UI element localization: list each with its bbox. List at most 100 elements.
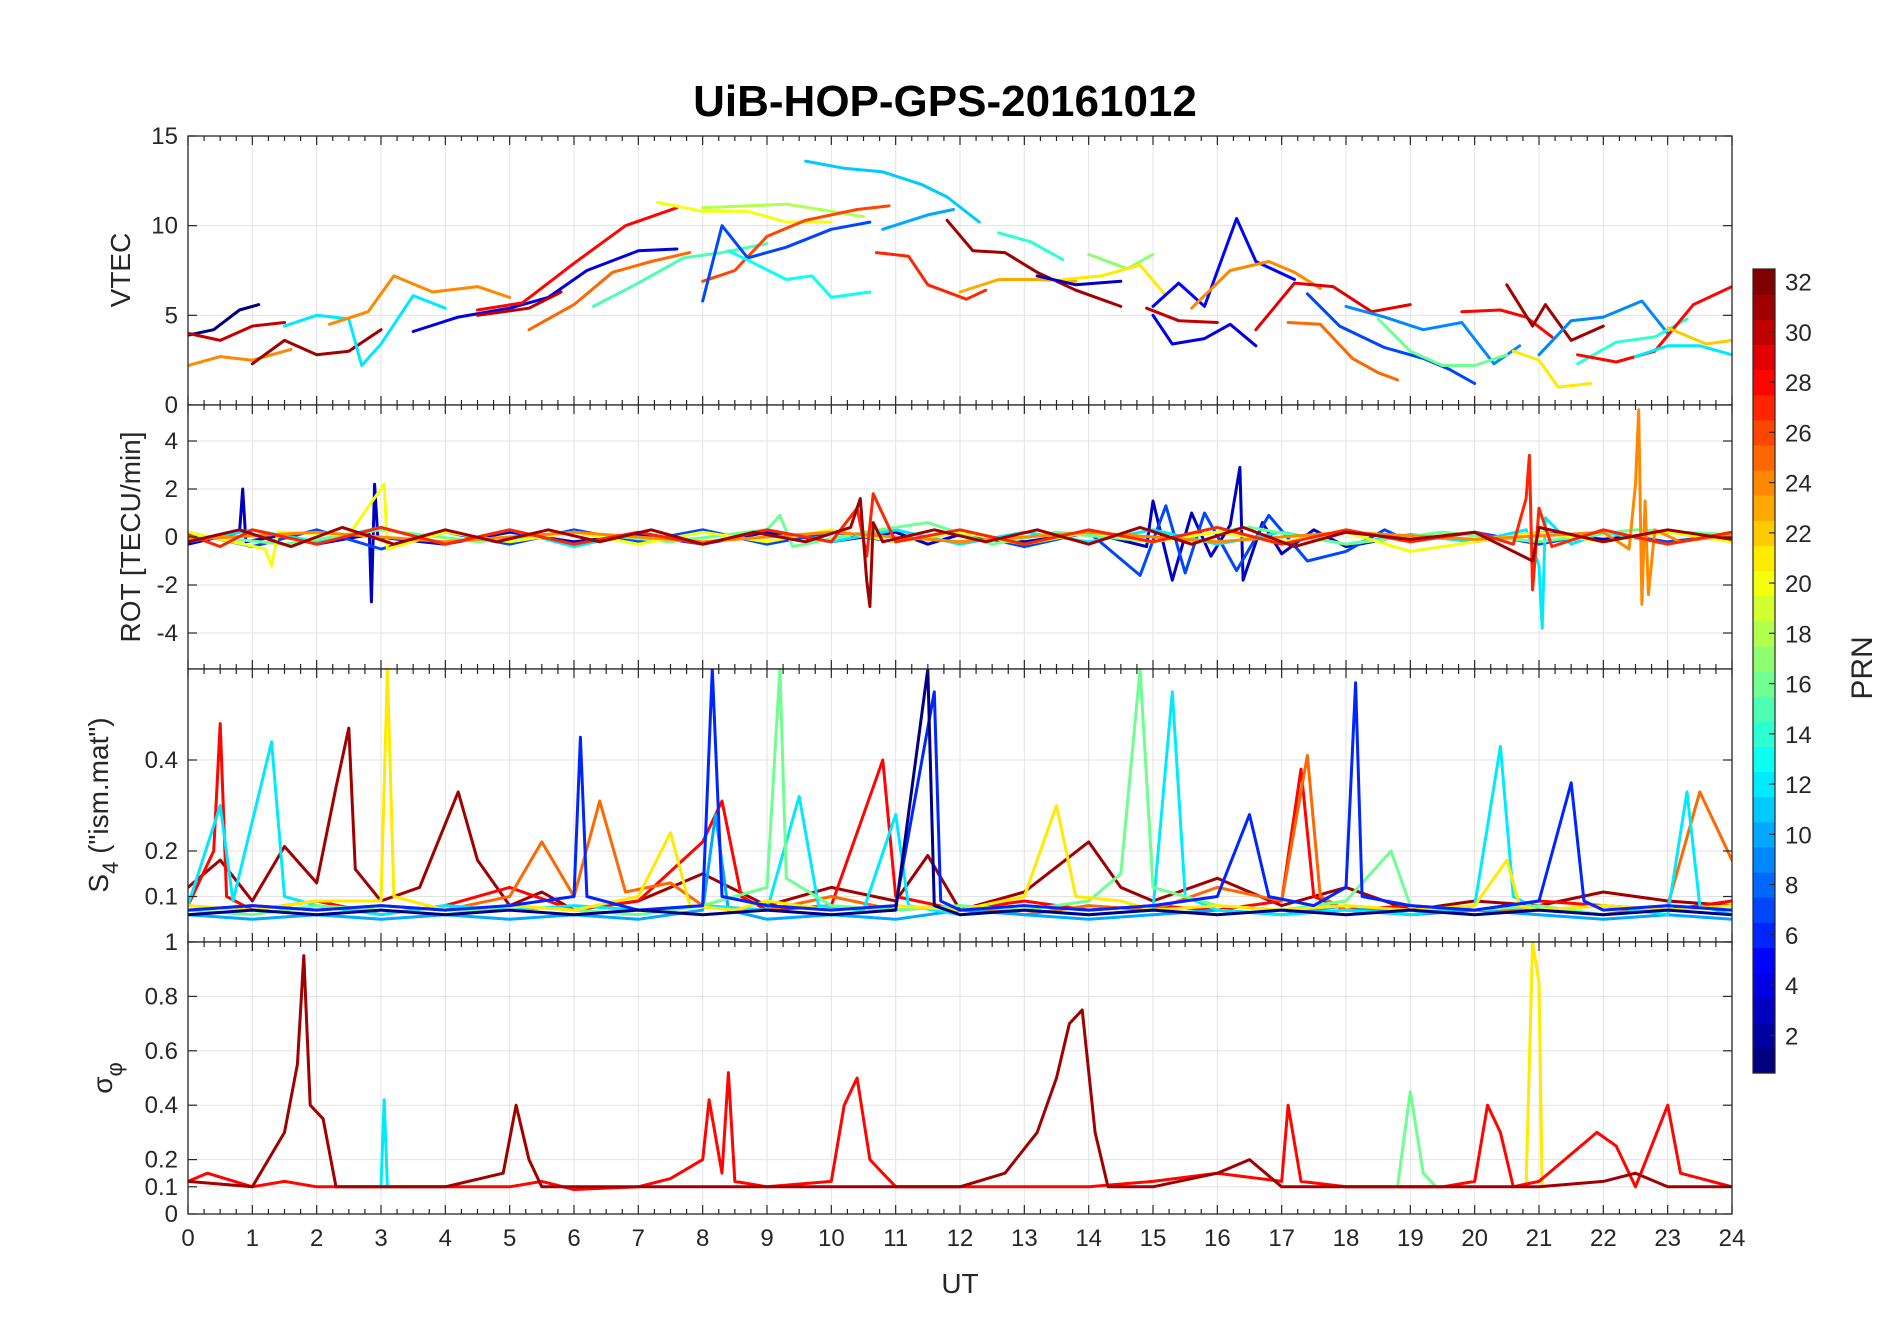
s4-series-prn-6	[188, 669, 1732, 912]
x-tick-label: 16	[1204, 1225, 1231, 1252]
colorbar-tick-label: 6	[1785, 923, 1798, 950]
vtec-series-prn-30	[1145, 306, 1219, 324]
vtec-series-prn-25	[1286, 321, 1399, 382]
vtec-series-prn-9	[1344, 304, 1522, 366]
colorbar-segment	[1753, 269, 1775, 295]
colorbar-segment	[1753, 846, 1775, 873]
colorbar-segment	[1753, 671, 1775, 697]
panel-sigma: 00.10.2 0.4 0.6 0.8 1 σφ	[87, 929, 1733, 1228]
colorbar-segment	[1753, 419, 1775, 446]
vtec-series-prn-30	[476, 290, 563, 317]
colorbar-segment	[1753, 1047, 1775, 1074]
colorbar-segment	[1753, 470, 1775, 496]
colorbar-segment	[1753, 821, 1775, 848]
colorbar-tick-label: 30	[1785, 320, 1812, 347]
x-tick-label: 13	[1011, 1225, 1038, 1252]
rot-y-tick-label: 4	[165, 428, 178, 455]
colorbar-segment	[1753, 595, 1775, 622]
rot-y-tick-label: 0	[165, 524, 178, 551]
colorbar-frame	[1752, 268, 1776, 1074]
vtec-y-axis-label: VTEC	[105, 233, 136, 308]
vtec-series-prn-4	[1151, 313, 1258, 348]
sigma-y-tick-label: 0.8	[145, 983, 178, 1010]
x-tick-label: 8	[696, 1225, 709, 1252]
x-tick-label: 21	[1526, 1225, 1553, 1252]
s4-y-axis-label-main: S	[83, 874, 114, 893]
x-tick-label: 18	[1333, 1225, 1360, 1252]
x-tick-label: 5	[503, 1225, 516, 1252]
colorbar-segment	[1753, 344, 1775, 371]
x-tick-label: 24	[1719, 1225, 1746, 1252]
colorbar-tick-label: 12	[1785, 772, 1812, 799]
colorbar-segment	[1753, 947, 1775, 974]
rot-y-tick-label: -4	[157, 620, 178, 647]
s4-traces	[188, 669, 1732, 921]
vtec-series-prn-28	[1460, 308, 1554, 339]
colorbar-segment	[1753, 746, 1775, 773]
sigma-y-tick-label: 0.2	[145, 1147, 178, 1174]
x-tick-label: 7	[632, 1225, 645, 1252]
colorbar-segment	[1753, 620, 1775, 647]
colorbar-segment	[1753, 294, 1775, 320]
colorbar-segment	[1753, 645, 1775, 672]
s4-y-tick-label: 0.2	[145, 838, 178, 865]
vtec-series-prn-12	[283, 294, 447, 367]
x-axis-label: UT	[941, 1268, 978, 1299]
colorbar-segment	[1753, 495, 1775, 521]
sigma-y-axis-label: σφ	[87, 1062, 127, 1094]
x-tick-label: 0	[181, 1225, 194, 1252]
rot-y-tick-label: -2	[157, 572, 178, 599]
colorbar-segment	[1753, 394, 1775, 421]
sigma-y-tick-label: 0.1	[145, 1174, 178, 1201]
vtec-series-prn-3	[1035, 274, 1123, 287]
sigma-y-tick-label: 0.6	[145, 1038, 178, 1065]
chart-title: UiB-HOP-GPS-20161012	[693, 77, 1197, 126]
sigma-y-axis-label-sub: φ	[102, 1062, 127, 1076]
colorbar-segment	[1753, 796, 1775, 823]
vtec-series-prn-24	[188, 347, 293, 367]
vtec-series-prn-14	[997, 231, 1065, 262]
x-tick-label: 6	[567, 1225, 580, 1252]
vtec-y-tick-label: 5	[165, 302, 178, 329]
colorbar-segment	[1753, 520, 1775, 546]
x-tick-label: 11	[883, 1225, 908, 1252]
panel-s4: 0.1 0.2 0.4 S4 ("ism.mat")	[83, 668, 1733, 943]
colorbar-segment	[1753, 922, 1775, 948]
colorbar-segment	[1753, 997, 1775, 1024]
vtec-series-prn-22	[1666, 326, 1732, 346]
colorbar-tick-label: 32	[1785, 270, 1812, 297]
vtec-series-prn-27	[874, 251, 988, 301]
colorbar-tick-label: 22	[1785, 521, 1812, 548]
vtec-series-prn-9	[1537, 299, 1670, 357]
x-tick-label: 1	[246, 1225, 259, 1252]
s4-y-tick-label: 0.1	[145, 884, 178, 911]
colorbar-tick-label: 26	[1785, 420, 1812, 447]
colorbar-tick-label: 2	[1785, 1023, 1798, 1050]
vtec-series-prn-13	[726, 249, 872, 299]
colorbar-segment	[1753, 570, 1775, 597]
colorbar-segment	[1753, 897, 1775, 923]
x-tick-label: 17	[1268, 1225, 1295, 1252]
vtec-y-tick-label: 0	[165, 392, 178, 419]
panel-vtec: 0 5 10 15 VTEC	[105, 123, 1733, 419]
colorbar-segment	[1753, 369, 1775, 396]
vtec-series-prn-24	[328, 274, 512, 326]
vtec-series-prn-31	[1505, 283, 1605, 342]
vtec-series-prn-21	[1061, 263, 1168, 298]
vtec-series-prn-31	[250, 328, 383, 366]
rot-y-axis-label: ROT [TECU/min]	[115, 431, 146, 642]
vtec-series-prn-21	[1511, 349, 1592, 389]
colorbar-segment	[1753, 1022, 1775, 1049]
colorbar-label: PRN	[1846, 636, 1879, 699]
vtec-y-tick-label: 10	[151, 213, 178, 240]
vtec-series-prn-26	[701, 204, 891, 283]
s4-y-axis-label-rest: ("ism.mat")	[83, 717, 114, 861]
vtec-traces	[188, 159, 1732, 389]
sigma-series-prn-31	[188, 954, 1732, 1189]
colorbar-tick-label: 4	[1785, 973, 1798, 1000]
x-tick-label: 14	[1075, 1225, 1102, 1252]
x-tick-label: 22	[1590, 1225, 1617, 1252]
